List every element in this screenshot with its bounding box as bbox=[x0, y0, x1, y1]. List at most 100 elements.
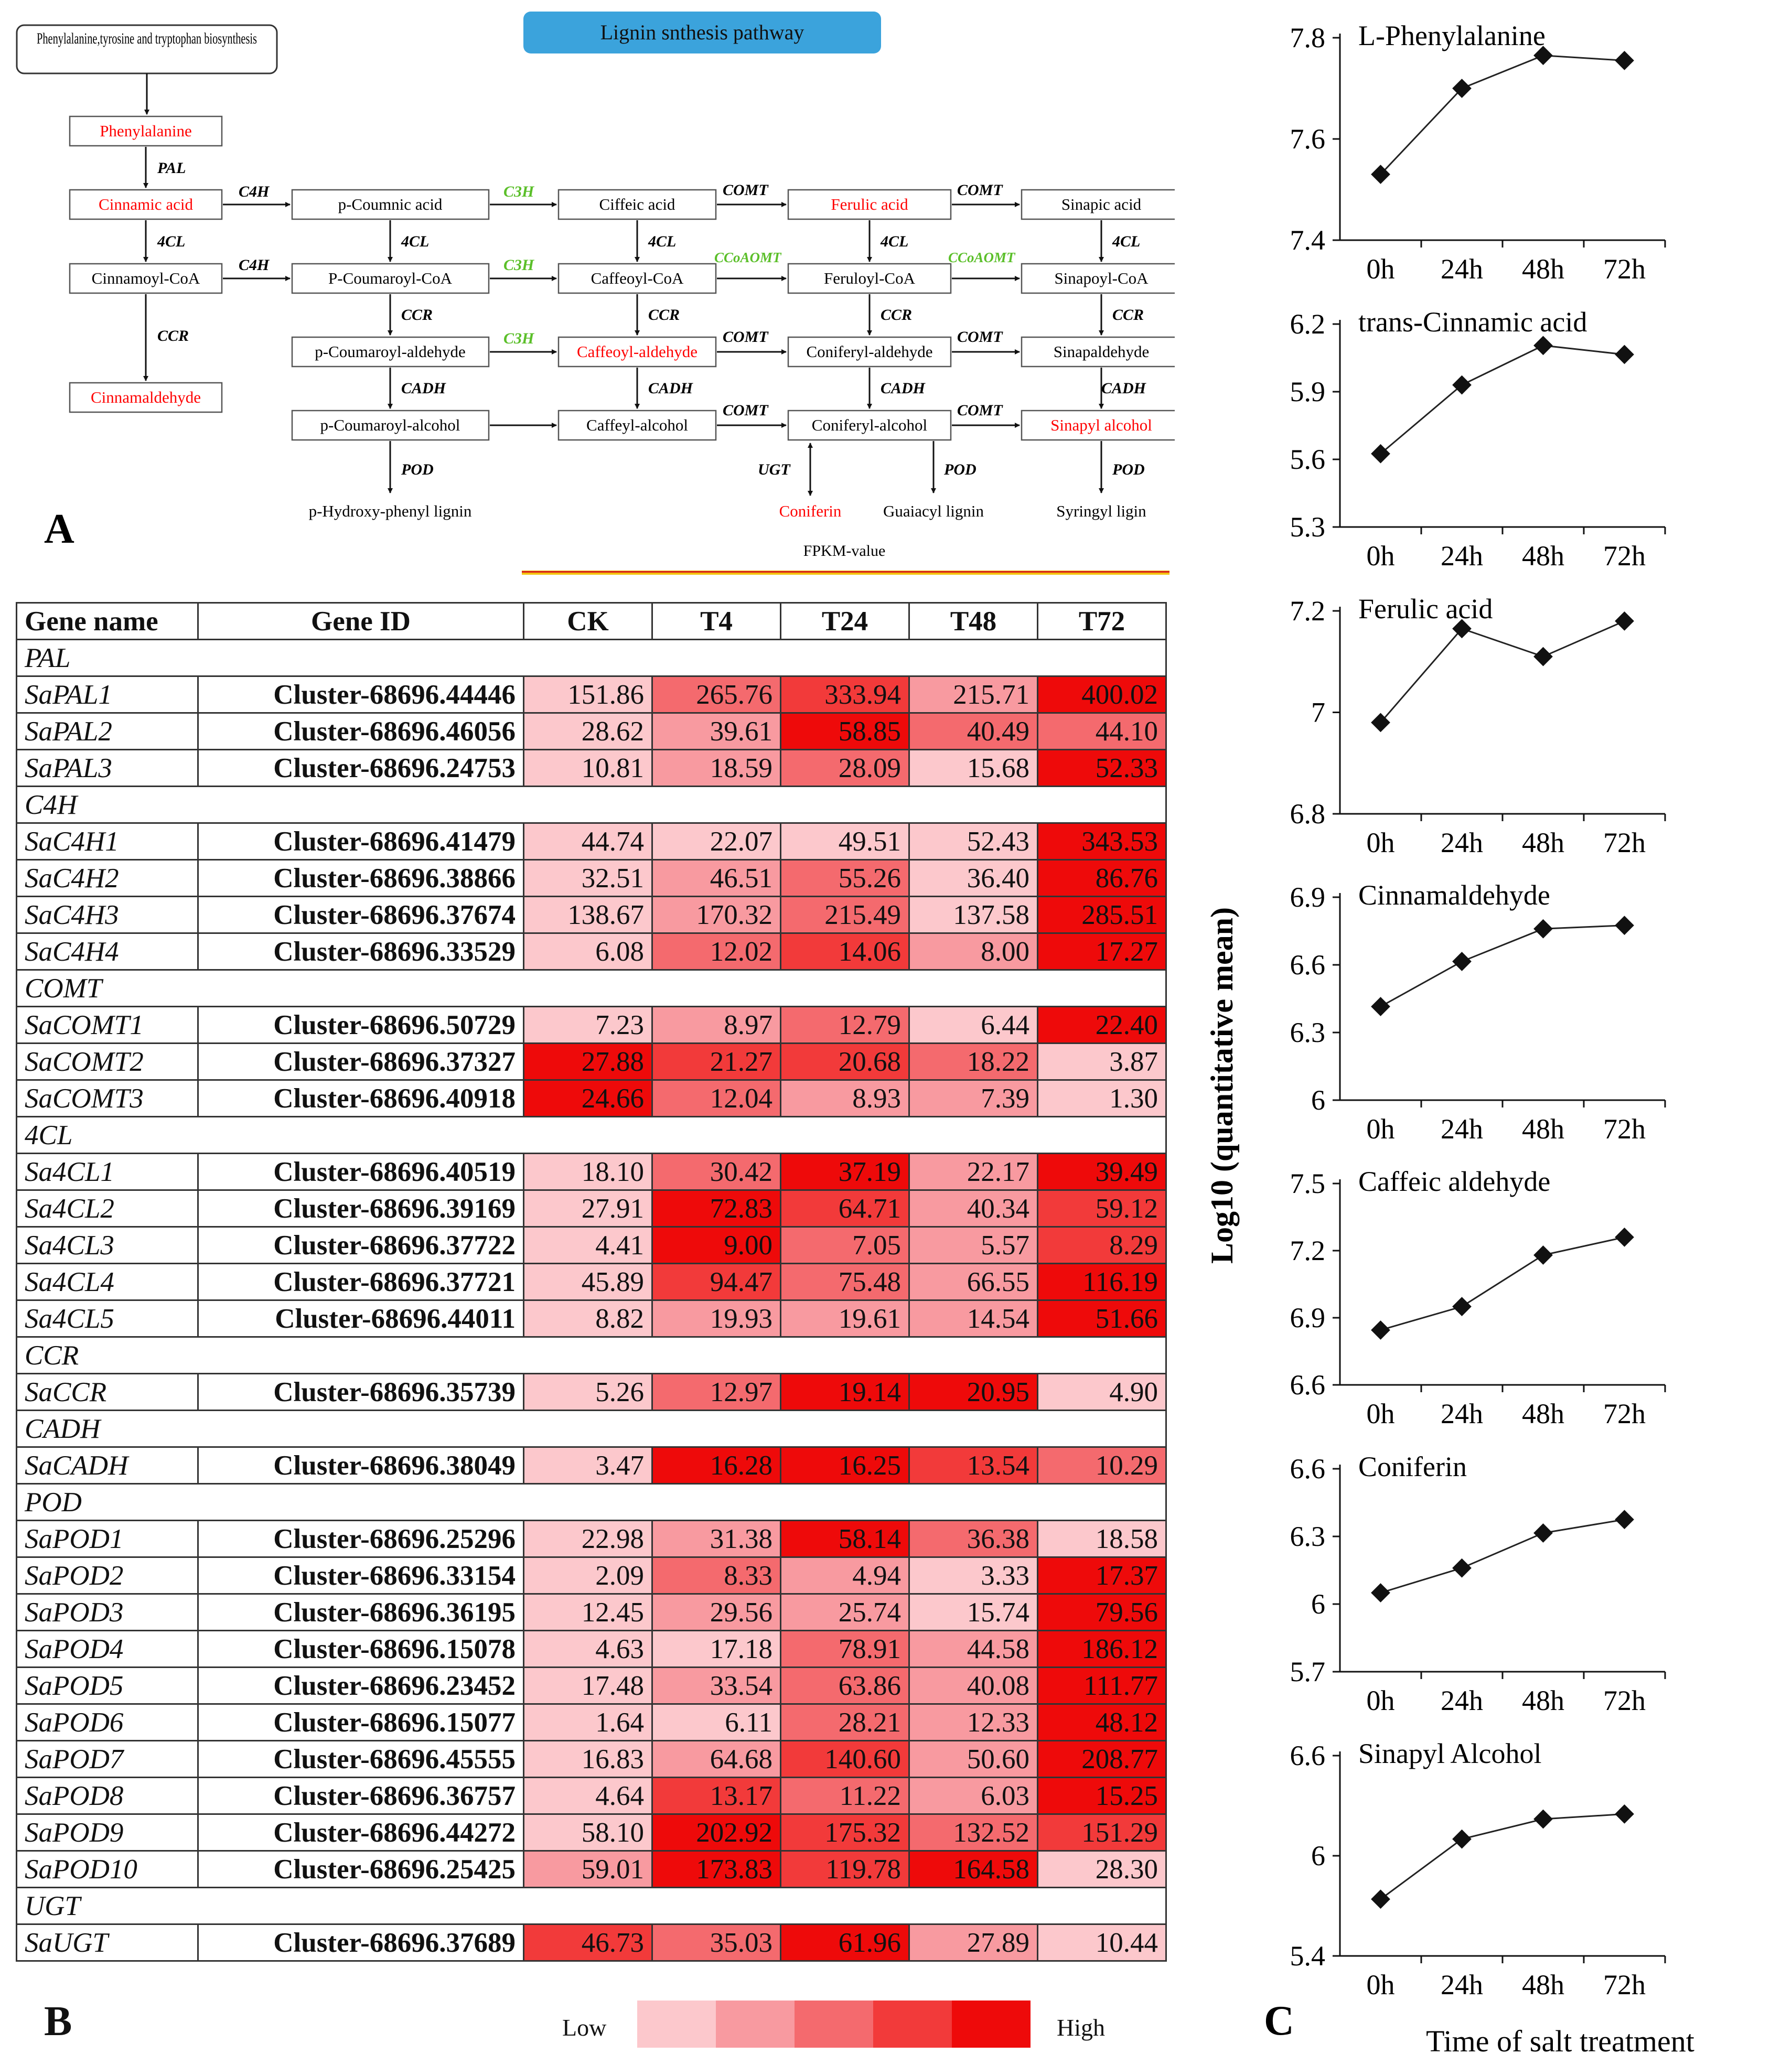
fpkm-value-cell: 49.51 bbox=[780, 822, 910, 861]
gene-id-cell: Cluster-68696.36757 bbox=[197, 1777, 524, 1815]
node-coniferyl-alcohol: Coniferyl-alcohol bbox=[812, 416, 927, 434]
fpkm-value-cell: 79.56 bbox=[1037, 1593, 1167, 1631]
fpkm-value-cell: 7.23 bbox=[523, 1006, 653, 1044]
data-point-marker bbox=[1615, 1804, 1634, 1824]
fpkm-value-cell: 64.71 bbox=[780, 1189, 910, 1228]
fpkm-value-cell: 36.40 bbox=[908, 859, 1038, 897]
gene-name-cell: Sa4CL3 bbox=[16, 1226, 199, 1264]
fpkm-value-cell: 58.14 bbox=[780, 1520, 910, 1558]
fpkm-value-cell: 75.48 bbox=[780, 1263, 910, 1301]
node-sinapic-acid: Sinapic acid bbox=[1061, 195, 1142, 213]
enzyme-cadh-1: CADH bbox=[401, 380, 447, 397]
gene-name-cell: SaPOD10 bbox=[16, 1850, 199, 1888]
gene-id-cell: Cluster-68696.41479 bbox=[197, 822, 524, 861]
x-tick-label: 72h bbox=[1603, 1113, 1646, 1145]
table-row: SaCOMT3 Cluster-68696.40918 24.66 12.04 8.93… bbox=[16, 1079, 1167, 1117]
fpkm-value-cell: 44.58 bbox=[908, 1630, 1038, 1668]
data-point-marker bbox=[1371, 1889, 1390, 1909]
enzyme-comt-6: COMT bbox=[957, 402, 1003, 419]
fpkm-value-cell: 59.01 bbox=[523, 1850, 653, 1888]
enzyme-c4h-2: C4H bbox=[239, 256, 270, 274]
table-row: SaCCR Cluster-68696.35739 5.26 12.97 19.14 20… bbox=[16, 1373, 1167, 1411]
node-caffeoyl-coa: Caffeoyl-CoA bbox=[591, 269, 684, 287]
enzyme-ccr-2: CCR bbox=[401, 306, 433, 324]
header-t4: T4 bbox=[651, 602, 781, 640]
fpkm-value-cell: 18.58 bbox=[1037, 1520, 1167, 1558]
fpkm-value-cell: 50.60 bbox=[908, 1740, 1038, 1778]
gene-id-cell: Cluster-68696.37327 bbox=[197, 1042, 524, 1081]
y-tick-label: 6 bbox=[1311, 1588, 1325, 1620]
enzyme-ccr-1: CCR bbox=[157, 327, 189, 345]
gene-name-cell: SaC4H1 bbox=[16, 822, 199, 861]
fpkm-value-cell: 15.68 bbox=[908, 749, 1038, 787]
data-point-marker bbox=[1371, 1320, 1390, 1340]
y-tick-label: 5.7 bbox=[1290, 1656, 1326, 1687]
fpkm-value-cell: 19.14 bbox=[780, 1373, 910, 1411]
y-tick-label: 6.9 bbox=[1290, 881, 1326, 913]
gene-name-cell: SaPOD3 bbox=[16, 1593, 199, 1631]
fpkm-value-cell: 58.85 bbox=[780, 712, 910, 750]
fpkm-value-cell: 30.42 bbox=[651, 1153, 781, 1191]
enzyme-c3h-2: C3H bbox=[503, 256, 535, 274]
panel-letter-b: B bbox=[44, 1998, 72, 2045]
header-t48: T48 bbox=[908, 602, 1038, 640]
gene-name-cell: SaUGT bbox=[16, 1923, 199, 1962]
node-sinapoyl-coa: Sinapoyl-CoA bbox=[1054, 269, 1149, 287]
table-row: SaC4H2 Cluster-68696.38866 32.51 46.51 55.26… bbox=[16, 859, 1167, 897]
enzyme-comt-1: COMT bbox=[723, 181, 769, 199]
series-line bbox=[1380, 924, 1625, 1007]
metabolite-line-charts: 7.4 7.6 7.8 0h 24h 48h 72h L-Phenylalanine 5.3 5.… bbox=[1205, 20, 1694, 2058]
node-p-coumaroyl-aldehyde: p-Coumaroyl-aldehyde bbox=[315, 342, 466, 361]
gene-id-cell: Cluster-68696.37674 bbox=[197, 896, 524, 934]
header-t72: T72 bbox=[1037, 602, 1167, 640]
gene-id-cell: Cluster-68696.15077 bbox=[197, 1703, 524, 1741]
fpkm-value-cell: 14.54 bbox=[908, 1299, 1038, 1338]
y-tick-label: 6.9 bbox=[1290, 1302, 1326, 1333]
gene-id-cell: Cluster-68696.50729 bbox=[197, 1006, 524, 1044]
fpkm-value-cell: 28.62 bbox=[523, 712, 653, 750]
fpkm-value-cell: 22.98 bbox=[523, 1520, 653, 1558]
fpkm-value-cell: 59.12 bbox=[1037, 1189, 1167, 1228]
gene-name-cell: Sa4CL2 bbox=[16, 1189, 199, 1228]
enzyme-pod-2: POD bbox=[943, 461, 977, 478]
fpkm-value-cell: 5.26 bbox=[523, 1373, 653, 1411]
table-row: SaPOD6 Cluster-68696.15077 1.64 6.11 28.21 12… bbox=[16, 1703, 1167, 1741]
series-line bbox=[1380, 1519, 1625, 1594]
legend-swatch-5 bbox=[952, 2001, 1031, 2048]
gene-id-cell: Cluster-68696.37689 bbox=[197, 1923, 524, 1962]
gene-name-cell: SaCOMT2 bbox=[16, 1042, 199, 1081]
fpkm-value-cell: 44.10 bbox=[1037, 712, 1167, 750]
fpkm-value-cell: 4.41 bbox=[523, 1226, 653, 1264]
x-tick-label: 48h bbox=[1522, 1113, 1564, 1145]
fpkm-value-cell: 29.56 bbox=[651, 1593, 781, 1631]
fpkm-value-cell: 19.61 bbox=[780, 1299, 910, 1338]
fpkm-value-cell: 18.59 bbox=[651, 749, 781, 787]
table-row: SaCOMT2 Cluster-68696.37327 27.88 21.27 20.6… bbox=[16, 1042, 1167, 1081]
enzyme-comt-2: COMT bbox=[957, 181, 1003, 199]
x-tick-label: 48h bbox=[1522, 540, 1564, 572]
y-tick-label: 7.2 bbox=[1290, 1235, 1326, 1266]
fpkm-value-cell: 5.57 bbox=[908, 1226, 1038, 1264]
series-line bbox=[1380, 1813, 1625, 1900]
fpkm-value-cell: 58.10 bbox=[523, 1813, 653, 1852]
fpkm-value-cell: 44.74 bbox=[523, 822, 653, 861]
pathway-title: Lignin snthesis pathway bbox=[600, 20, 804, 44]
gene-name-cell: SaPAL3 bbox=[16, 749, 199, 787]
x-tick-label: 48h bbox=[1522, 1969, 1564, 2001]
data-point-marker bbox=[1533, 46, 1553, 66]
data-point-marker bbox=[1533, 1809, 1553, 1829]
fpkm-value-cell: 3.47 bbox=[523, 1446, 653, 1485]
fpkm-value-cell: 111.77 bbox=[1037, 1666, 1167, 1705]
data-point-marker bbox=[1615, 345, 1634, 364]
y-tick-label: 6.6 bbox=[1290, 1453, 1326, 1485]
x-tick-label: 48h bbox=[1522, 253, 1564, 285]
fpkm-value-cell: 22.07 bbox=[651, 822, 781, 861]
enzyme-c4h-1: C4H bbox=[239, 183, 270, 200]
table-row: Sa4CL2 Cluster-68696.39169 27.91 72.83 64.71… bbox=[16, 1189, 1167, 1228]
gene-name-cell: Sa4CL1 bbox=[16, 1153, 199, 1191]
group-label: PAL bbox=[16, 639, 1167, 677]
gene-id-cell: Cluster-68696.24753 bbox=[197, 749, 524, 787]
fpkm-value-cell: 24.66 bbox=[523, 1079, 653, 1117]
y-tick-label: 7 bbox=[1311, 697, 1325, 728]
node-guaiacyl-lignin: Guaiacyl lignin bbox=[883, 502, 984, 520]
